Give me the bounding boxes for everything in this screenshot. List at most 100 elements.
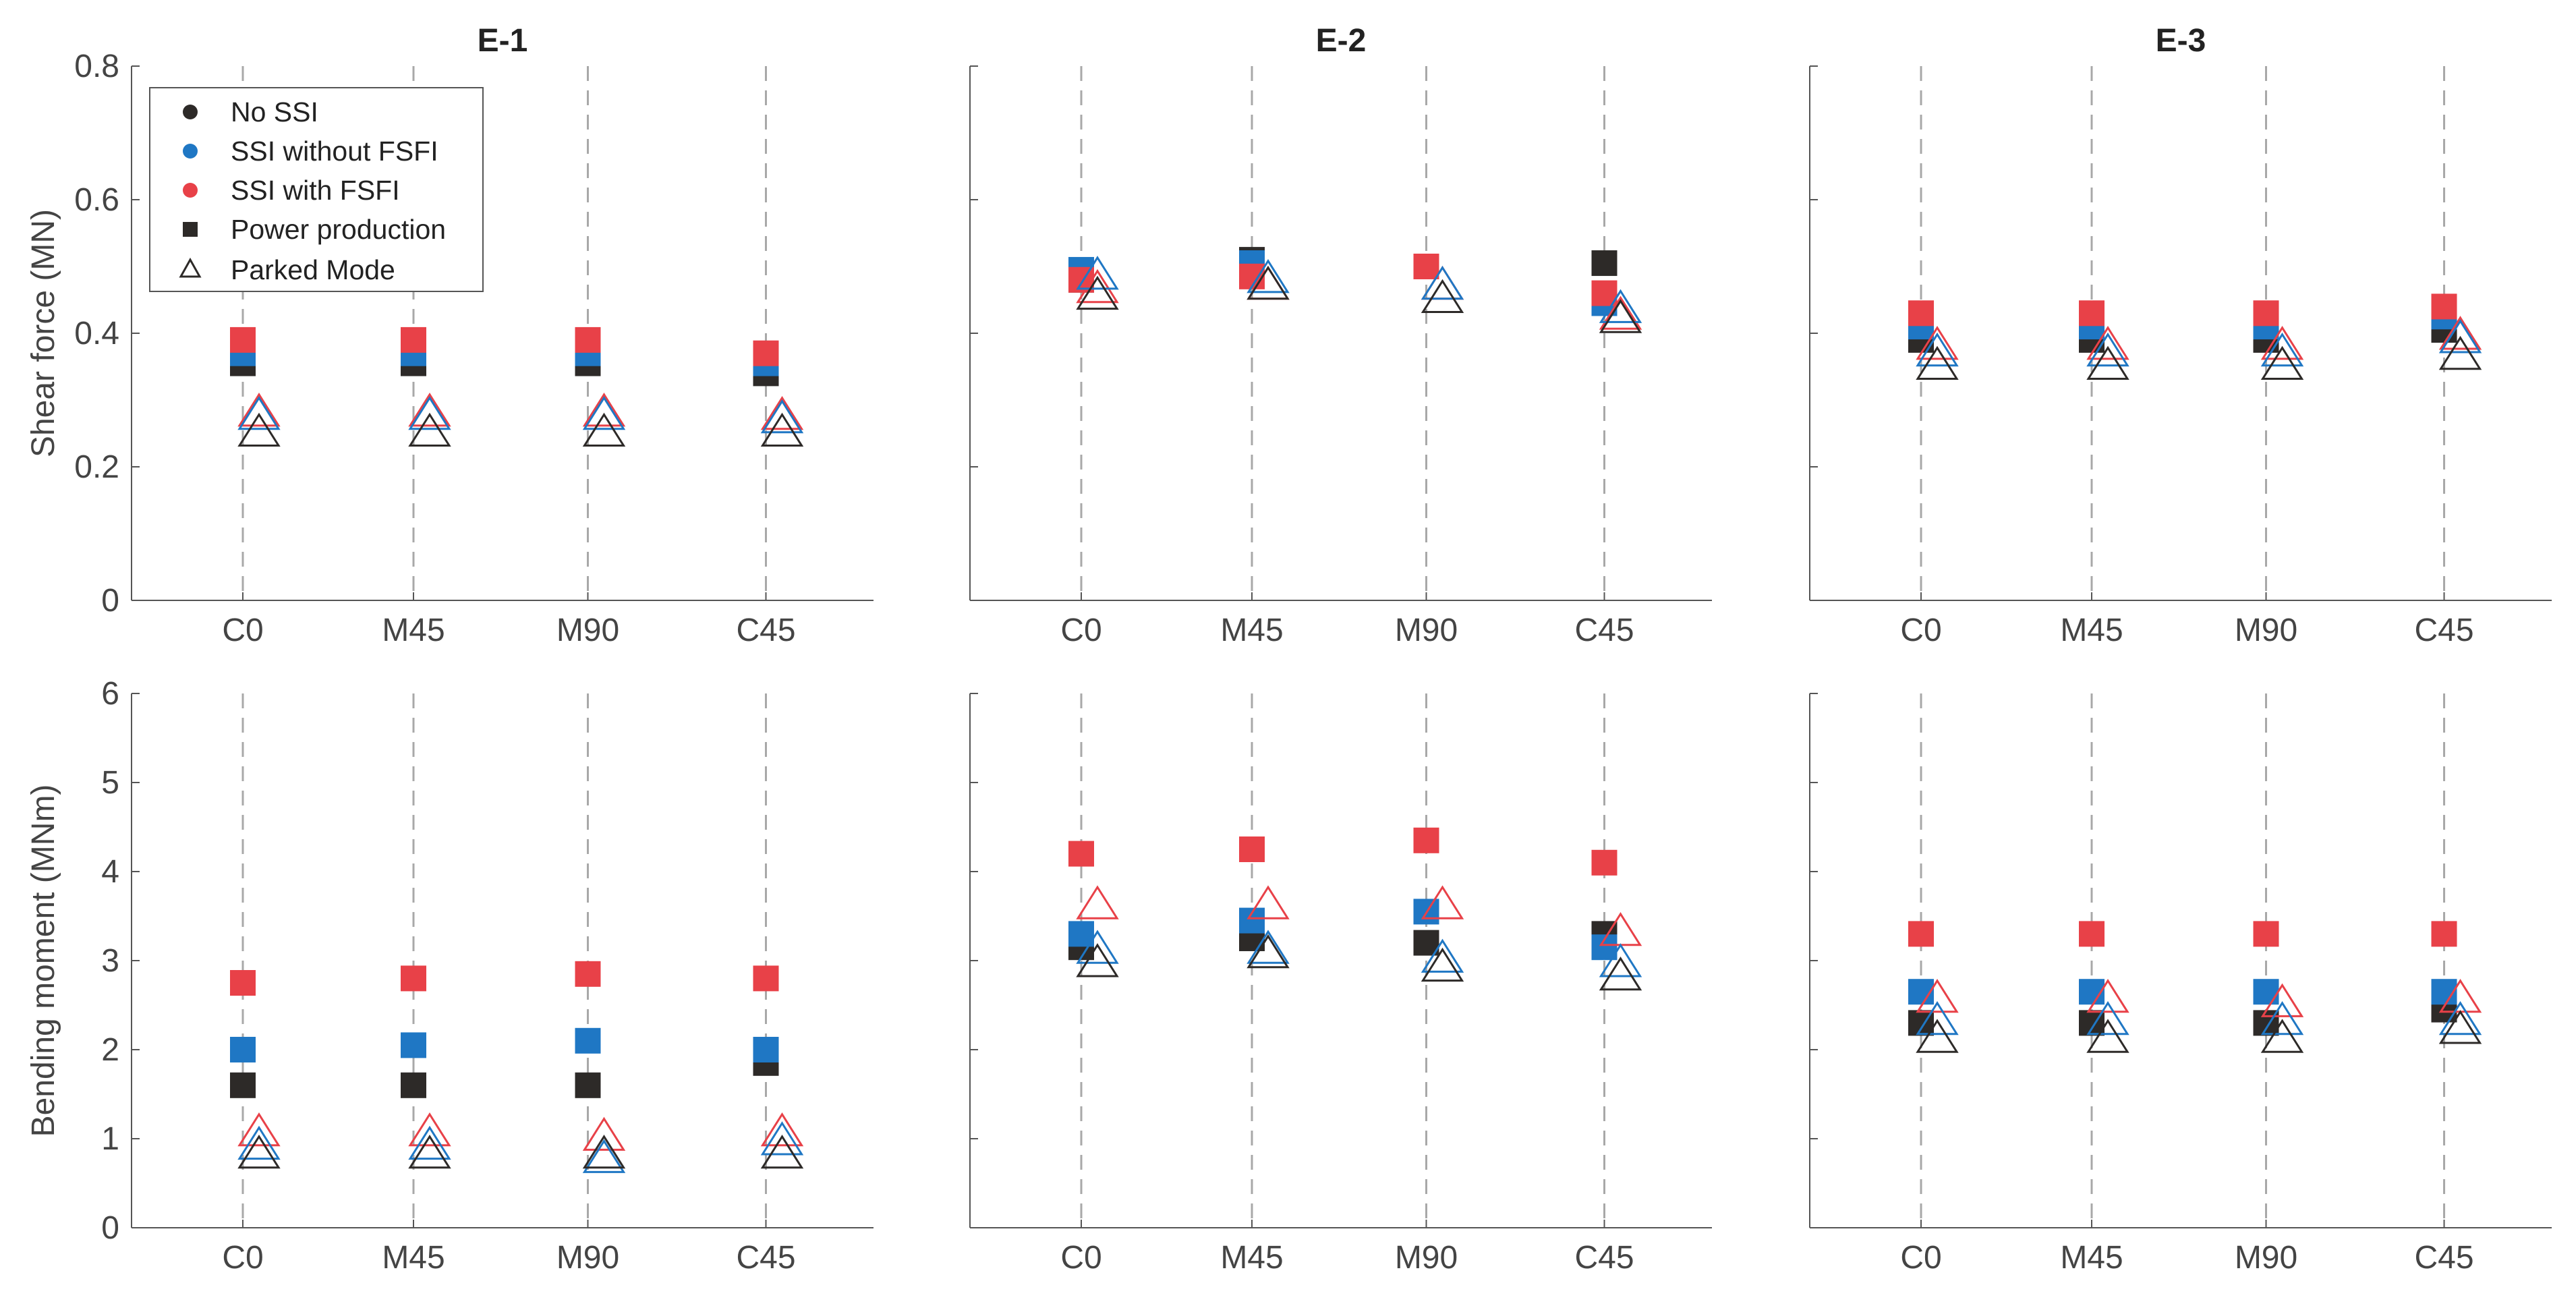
y-tick-label: 1 [101, 1121, 119, 1157]
marker-parked-no-ssi-c0 [1916, 1019, 1959, 1053]
marker-parked-ssi-without-fsfi-c45 [2438, 1000, 2482, 1035]
plot-layer: 0 0.2 0.4 0.6 0.8 C0 M45 M90 C45 E-1 C0 M45 M90 C45 E-… [26, 23, 2552, 1276]
marker-power-ssi-with-fsfi-m45 [401, 965, 426, 992]
marker-power-no-ssi-m45 [401, 1072, 426, 1098]
marker-parked-no-ssi-c45 [1599, 956, 1642, 991]
marker-parked-ssi-without-fsfi-m45 [408, 395, 451, 430]
marker-parked-ssi-without-fsfi-m45 [1247, 930, 1290, 964]
x-tick-label-m45: M45 [1220, 613, 1283, 648]
marker-parked-no-ssi-m90 [582, 1134, 626, 1169]
marker-parked-no-ssi-m90 [1421, 279, 1464, 314]
legend-marker-ssi-without-fsfi [183, 144, 198, 159]
x-tick-label-c45: C45 [2414, 613, 2473, 648]
marker-parked-ssi-with-fsfi-m45 [408, 1112, 451, 1147]
legend-label-ssi-with-fsfi: SSI with FSFI [231, 175, 400, 206]
legend-label-ssi-without-fsfi: SSI without FSFI [231, 136, 438, 167]
panel-3: C0 M45 M90 C45 E-3 [1809, 23, 2552, 648]
marker-power-ssi-with-fsfi-m45 [1239, 836, 1265, 862]
marker-parked-no-ssi-m45 [1247, 934, 1290, 969]
x-tick-label-c0: C0 [222, 613, 263, 648]
marker-power-ssi-without-fsfi-m90 [575, 1027, 601, 1054]
marker-power-no-ssi-m90 [575, 1072, 601, 1098]
legend-marker-power-production [183, 222, 198, 237]
marker-parked-no-ssi-c0 [1916, 345, 1959, 380]
y-tick-label: 0.8 [74, 49, 119, 84]
marker-power-ssi-without-fsfi-m45 [401, 1032, 426, 1058]
y-tick-label: 0.4 [74, 316, 119, 351]
legend-marker-ssi-with-fsfi [183, 183, 198, 198]
x-tick-label-c0: C0 [1060, 613, 1101, 648]
marker-parked-no-ssi-m90 [1421, 947, 1464, 982]
panel-title-e-3: E-3 [2156, 23, 2206, 59]
marker-parked-ssi-without-fsfi-c0 [1916, 332, 1959, 367]
marker-parked-ssi-without-fsfi-m90 [2260, 332, 2304, 367]
panel-2: C0 M45 M90 C45 E-2 [969, 23, 1712, 648]
y-tick-label: 0.6 [74, 182, 119, 218]
marker-parked-ssi-with-fsfi-c0 [237, 1112, 281, 1147]
marker-parked-ssi-without-fsfi-m45 [408, 1125, 451, 1160]
marker-parked-ssi-with-fsfi-c0 [1076, 885, 1119, 919]
marker-parked-no-ssi-m45 [2086, 1019, 2129, 1053]
marker-parked-no-ssi-m45 [1247, 265, 1290, 300]
marker-parked-ssi-without-fsfi-m45 [2086, 1000, 2129, 1035]
marker-power-ssi-with-fsfi-m45 [2079, 921, 2105, 947]
y-tick-label: 2 [101, 1032, 119, 1068]
marker-power-no-ssi-c45 [1591, 250, 1618, 277]
marker-power-ssi-with-fsfi-c45 [2431, 293, 2457, 320]
marker-parked-no-ssi-m90 [582, 412, 626, 447]
panel-6: C0 M45 M90 C45 [1809, 693, 2552, 1276]
marker-power-ssi-with-fsfi-c45 [2431, 921, 2457, 947]
x-tick-label-c45: C45 [736, 1240, 795, 1276]
marker-parked-ssi-without-fsfi-m90 [2260, 1000, 2304, 1035]
marker-power-ssi-without-fsfi-m90 [2253, 979, 2279, 1005]
marker-power-ssi-with-fsfi-c45 [753, 340, 779, 366]
x-tick-label-m90: M90 [556, 1240, 619, 1276]
marker-power-ssi-with-fsfi-m90 [2253, 300, 2279, 326]
marker-parked-ssi-without-fsfi-m90 [582, 1139, 626, 1173]
x-tick-label-c0: C0 [1900, 613, 1941, 648]
marker-parked-ssi-with-fsfi-c0 [1076, 268, 1119, 304]
marker-parked-no-ssi-c45 [760, 1134, 804, 1169]
marker-power-ssi-with-fsfi-m45 [401, 326, 426, 353]
marker-parked-ssi-without-fsfi-c0 [237, 395, 281, 430]
marker-parked-ssi-without-fsfi-c45 [760, 399, 804, 434]
panel-title-e-1: E-1 [478, 23, 528, 59]
x-tick-label-m90: M90 [1395, 1240, 1458, 1276]
marker-power-ssi-without-fsfi-c0 [230, 1037, 256, 1062]
marker-parked-ssi-without-fsfi-m90 [582, 395, 626, 430]
marker-parked-no-ssi-c45 [760, 412, 804, 447]
marker-parked-ssi-without-fsfi-m45 [1247, 259, 1290, 293]
x-tick-label-m45: M45 [2060, 613, 2123, 648]
legend-box [149, 87, 484, 292]
marker-power-ssi-with-fsfi-c45 [753, 965, 779, 992]
legend-marker-parked-mode [179, 257, 202, 278]
marker-parked-ssi-with-fsfi-m90 [582, 393, 626, 427]
marker-power-ssi-with-fsfi-c0 [230, 970, 256, 996]
marker-power-ssi-with-fsfi-c45 [1591, 849, 1618, 876]
marker-parked-ssi-with-fsfi-m45 [1247, 885, 1290, 919]
x-tick-label-c0: C0 [222, 1240, 263, 1276]
marker-parked-no-ssi-c0 [1076, 943, 1119, 977]
marker-power-ssi-with-fsfi-m90 [1413, 827, 1439, 853]
marker-parked-ssi-with-fsfi-m90 [2260, 983, 2304, 1017]
marker-parked-no-ssi-c45 [1599, 299, 1642, 333]
marker-parked-no-ssi-c45 [2438, 335, 2482, 370]
marker-parked-ssi-with-fsfi-m90 [1421, 885, 1464, 919]
legend-marker-no-ssi [183, 105, 198, 119]
marker-parked-ssi-with-fsfi-c45 [760, 1112, 804, 1147]
y-tick-label: 4 [101, 854, 119, 890]
legend-label-parked-mode: Parked Mode [231, 254, 395, 285]
x-tick-label-m90: M90 [556, 613, 619, 648]
x-tick-label-m45: M45 [382, 1240, 445, 1276]
y-tick-label: 3 [101, 943, 119, 979]
marker-power-ssi-with-fsfi-m90 [1413, 254, 1439, 279]
marker-power-ssi-without-fsfi-c45 [753, 1037, 779, 1062]
marker-parked-ssi-with-fsfi-c0 [237, 393, 281, 427]
x-tick-label-c0: C0 [1900, 1240, 1941, 1276]
legend-label-no-ssi: No SSI [231, 96, 318, 127]
marker-parked-ssi-with-fsfi-c0 [1916, 978, 1959, 1013]
marker-parked-ssi-without-fsfi-m90 [1421, 938, 1464, 973]
marker-parked-ssi-with-fsfi-m90 [2260, 326, 2304, 360]
marker-parked-ssi-with-fsfi-c0 [1916, 326, 1959, 360]
